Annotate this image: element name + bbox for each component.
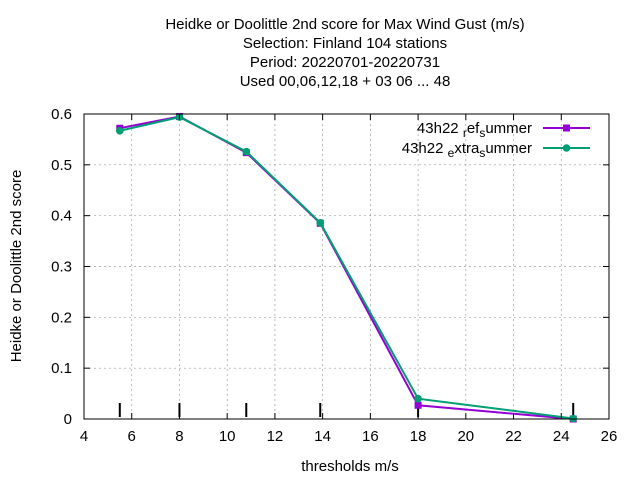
series-line-2	[119, 116, 574, 420]
x-tick-label: 10	[219, 428, 236, 445]
y-axis-label: Heidke or Doolittle 2nd score	[8, 170, 25, 363]
legend-label-1: 43h22 refsummer	[417, 120, 532, 140]
y-tick-label: 0	[64, 411, 72, 428]
series-layer	[115, 113, 578, 423]
legend-label-2: 43h22 extrasummer	[402, 140, 532, 160]
x-tick-label: 24	[553, 428, 570, 445]
y-tick-label: 0.1	[51, 360, 72, 377]
y-tick-label: 0.6	[51, 106, 72, 123]
x-axis: 4 6 8 10 12 14 16 18 20 22 24 26	[80, 114, 618, 445]
x-axis-label: thresholds m/s	[301, 458, 399, 475]
x-tick-label: 8	[175, 428, 183, 445]
y-axis: 0 0.1 0.2 0.3 0.4 0.5 0.6	[51, 106, 609, 428]
series-line-1	[119, 115, 574, 420]
y-tick-label: 0.3	[51, 259, 72, 276]
title-line-2: Selection: Finland 104 stations	[242, 35, 448, 52]
legend-marker-1	[563, 124, 570, 132]
data-point	[414, 401, 422, 409]
x-tick-label: 16	[362, 428, 379, 445]
x-tick-label: 18	[410, 428, 427, 445]
x-tick-label: 14	[314, 428, 331, 445]
y-tick-label: 0.2	[51, 309, 72, 326]
data-point	[115, 126, 124, 135]
x-tick-label: 22	[505, 428, 522, 445]
x-tick-label: 20	[457, 428, 474, 445]
legend-marker-2	[562, 144, 571, 152]
x-tick-label: 6	[128, 428, 136, 445]
x-tick-label: 12	[267, 428, 284, 445]
x-tick-label: 4	[80, 428, 88, 445]
data-point	[414, 394, 422, 403]
x-tick-label: 26	[601, 428, 618, 445]
title-line-3: Period: 20220701-20220731	[249, 54, 441, 71]
data-point	[569, 414, 578, 423]
title-line-1: Heidke or Doolittle 2nd score for Max Wi…	[165, 16, 525, 33]
data-point	[316, 218, 325, 227]
title-line-4: Used 00,06,12,18 + 03 06 ... 48	[239, 73, 451, 90]
y-tick-label: 0.5	[51, 157, 72, 174]
data-point	[242, 147, 251, 156]
grid	[84, 114, 609, 419]
y-tick-label: 0.4	[51, 208, 72, 225]
